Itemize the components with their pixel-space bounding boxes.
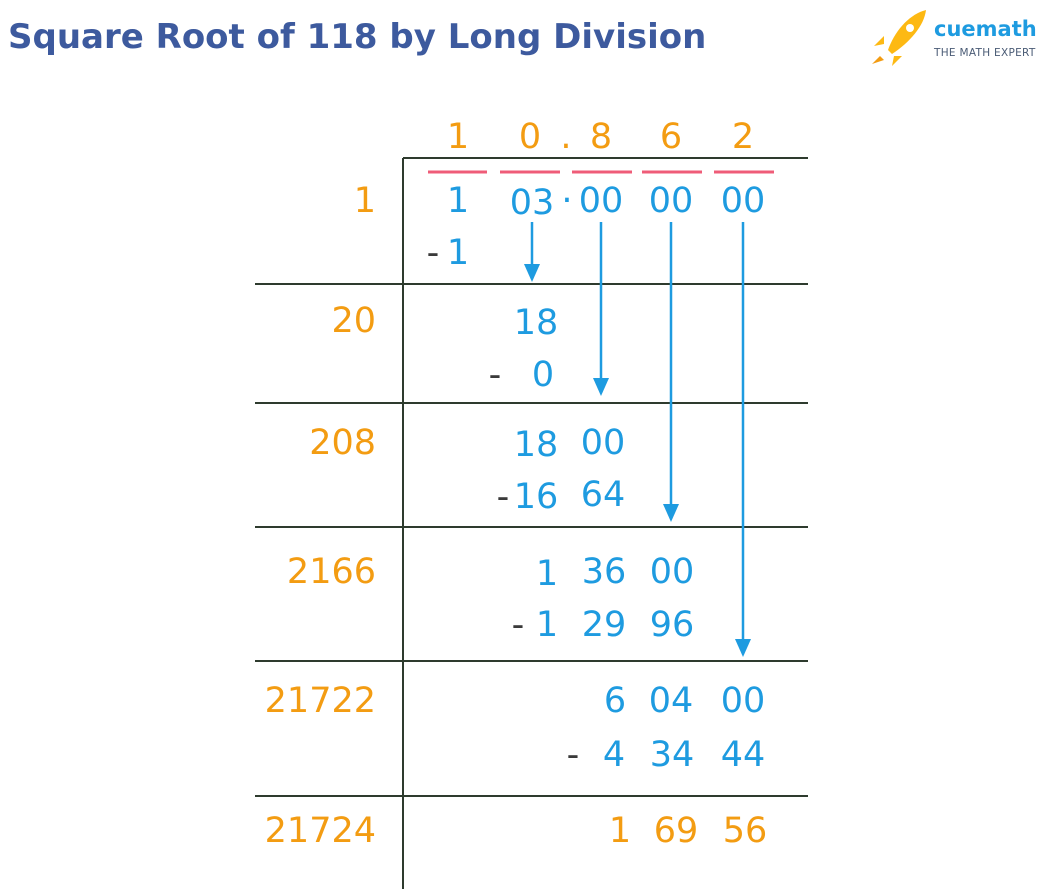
logo-name: cuemath [934,17,1037,41]
partial-dividend: 18 [514,303,559,343]
divisors: 1 20 208 2166 21722 21724 [265,181,376,851]
step-2: 18 - 0 [489,303,559,395]
division-frame [255,157,808,889]
remainder: 1 69 56 [609,811,767,851]
dividend-group: 00 [649,181,694,221]
page-title: Square Root of 118 by Long Division [8,17,706,57]
quotient-digit: 8 [590,117,612,157]
bring-down-arrow [593,222,609,396]
dividend-group: 03 [510,183,555,223]
divisor: 1 [354,181,376,221]
quotient-digit: 2 [732,117,754,157]
dividend-group: 00 [579,181,624,221]
subtrahend: 1 [536,605,558,645]
quotient-digit: 0 [519,117,541,157]
partial-dividend: 36 [582,552,627,592]
remainder-group: 56 [723,811,768,851]
remainder-group: 69 [654,811,699,851]
partial-dividend: 00 [650,552,695,592]
divisor: 20 [331,301,376,341]
minus-sign: - [512,605,525,645]
divisor: 21724 [265,811,376,851]
dividend-decimal-point: · [561,181,572,221]
divisor: 208 [309,423,376,463]
subtrahend: 16 [514,477,559,517]
step-4: 1 36 00 - 1 29 96 [512,552,695,645]
quotient-digit: 1 [447,117,469,157]
partial-dividend: 18 [514,425,559,465]
dividend: 1 03 · 00 00 00 [447,181,765,223]
quotient-decimal-point: . [560,117,571,157]
partial-dividend: 00 [581,423,626,463]
partial-dividend: 6 [604,681,626,721]
minus-sign: - [567,735,580,775]
quotient: 1 0 . 8 6 2 [447,117,754,157]
partial-dividend: 00 [721,681,766,721]
subtrahend: 44 [721,735,766,775]
subtrahend: 96 [650,605,695,645]
divisor: 21722 [265,681,376,721]
cuemath-logo: cuemath THE MATH EXPERT [872,10,1037,66]
subtrahend: 4 [603,735,625,775]
subtrahend: 29 [582,605,627,645]
divisor: 2166 [287,552,376,592]
minus-sign: - [489,355,502,395]
bring-down-arrow [524,222,540,282]
bring-down-arrows [524,222,751,657]
dividend-group: 00 [721,181,766,221]
partial-dividend: 04 [649,681,694,721]
bring-down-arrow [663,222,679,522]
step-3: 18 00 - 16 64 [497,423,626,517]
remainder-group: 1 [609,811,631,851]
subtrahend: 34 [650,735,695,775]
step-5: 6 04 00 - 4 34 44 [567,681,766,775]
subtrahend: 0 [532,355,554,395]
rocket-icon [872,10,926,66]
logo-tagline: THE MATH EXPERT [933,47,1036,59]
minus-sign: - [497,477,510,517]
partial-dividend: 1 [536,554,558,594]
quotient-digit: 6 [660,117,682,157]
minus-sign: - [427,233,440,273]
step-1: - 1 [427,233,469,273]
subtrahend: 64 [581,475,626,515]
bring-down-arrow [735,222,751,657]
dividend-group: 1 [447,181,469,221]
subtrahend: 1 [447,233,469,273]
